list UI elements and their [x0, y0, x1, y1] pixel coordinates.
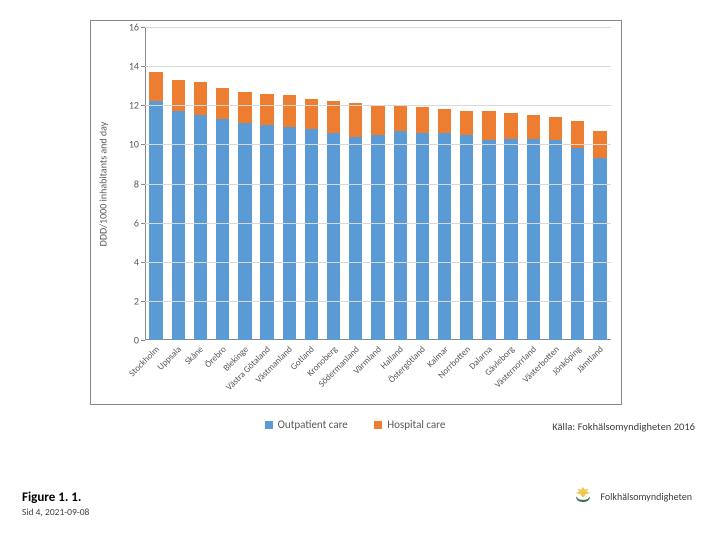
gridline	[145, 27, 611, 28]
bar-segment-hospital	[438, 109, 451, 132]
bar-segment-hospital	[549, 117, 562, 140]
source-note: Källa: Fokhälsomyndigheten 2016	[552, 420, 695, 433]
bar-segment-outpatient	[327, 133, 340, 340]
bar-segment-hospital	[194, 82, 207, 115]
gridline	[145, 144, 611, 145]
bar-segment-hospital	[349, 103, 362, 136]
y-tick-label: 12	[129, 99, 139, 112]
bar-segment-outpatient	[527, 139, 540, 340]
bar-segment-outpatient	[149, 101, 162, 340]
agency-name: Folkhälsomyndigheten	[600, 490, 692, 503]
bar-segment-outpatient	[549, 140, 562, 340]
bar-segment-hospital	[527, 115, 540, 138]
bar-segment-hospital	[172, 80, 185, 111]
figure-subline: Sid 4, 2021-09-08	[22, 506, 89, 518]
y-tick-mark	[141, 223, 145, 224]
legend-label-hospital: Hospital care	[387, 418, 445, 431]
y-axis-title: DDD/1000 inhabitants and day	[97, 121, 110, 246]
agency-logo: Folkhälsomyndigheten	[572, 485, 692, 507]
legend-swatch-outpatient	[265, 421, 273, 429]
bar-segment-outpatient	[593, 158, 606, 340]
bar-segment-outpatient	[371, 135, 384, 340]
y-tick-mark	[141, 301, 145, 302]
legend-swatch-hospital	[374, 421, 382, 429]
x-tick-label: Uppsala	[155, 344, 184, 373]
y-tick-label: 4	[134, 255, 139, 268]
y-tick-mark	[141, 144, 145, 145]
bar-segment-outpatient	[349, 137, 362, 340]
bar-segment-hospital	[216, 88, 229, 119]
y-tick-label: 8	[134, 177, 139, 190]
bar-segment-outpatient	[260, 125, 273, 340]
y-tick-label: 6	[134, 216, 139, 229]
figure-label: Figure 1. 1.	[22, 490, 81, 505]
bar-segment-hospital	[260, 94, 273, 125]
y-tick-label: 14	[129, 60, 139, 73]
gridline	[145, 184, 611, 185]
y-tick-label: 2	[134, 294, 139, 307]
gridline	[145, 105, 611, 106]
y-tick-label: 10	[129, 138, 139, 151]
bar-segment-outpatient	[394, 131, 407, 340]
y-tick-mark	[141, 340, 145, 341]
bar-segment-hospital	[460, 111, 473, 134]
y-tick-mark	[141, 27, 145, 28]
y-tick-label: 0	[134, 334, 139, 347]
bar-segment-outpatient	[216, 119, 229, 340]
bar-segment-hospital	[149, 72, 162, 101]
bar-segment-hospital	[394, 105, 407, 130]
bar-segment-outpatient	[238, 123, 251, 340]
bar-segment-hospital	[283, 95, 296, 126]
bar-segment-outpatient	[194, 115, 207, 340]
bar-segment-outpatient	[571, 148, 584, 340]
bar-segment-hospital	[305, 99, 318, 128]
gridline	[145, 223, 611, 224]
legend-label-outpatient: Outpatient care	[278, 418, 348, 431]
agency-crest-icon	[572, 485, 594, 507]
bar-segment-hospital	[371, 105, 384, 134]
bar-segment-hospital	[482, 111, 495, 140]
y-tick-mark	[141, 105, 145, 106]
bar-segment-hospital	[416, 107, 429, 132]
y-tick-mark	[141, 66, 145, 67]
bar-segment-outpatient	[416, 133, 429, 340]
bar-segment-hospital	[504, 113, 517, 138]
gridline	[145, 66, 611, 67]
bar-segment-outpatient	[460, 135, 473, 340]
legend-item-hospital: Hospital care	[374, 418, 445, 431]
x-tick-label: Skåne	[183, 344, 206, 367]
y-tick-label: 16	[129, 21, 139, 34]
bar-segment-outpatient	[438, 133, 451, 340]
bar-segment-outpatient	[482, 140, 495, 340]
chart-container: DDD/1000 inhabitants and day 0 2 4 6 8 10 12 14…	[90, 20, 622, 405]
bar-segment-outpatient	[305, 129, 318, 340]
legend: Outpatient care Hospital care	[90, 418, 620, 432]
legend-item-outpatient: Outpatient care	[265, 418, 348, 431]
y-tick-mark	[141, 262, 145, 263]
plot-area: DDD/1000 inhabitants and day 02468101214…	[145, 27, 611, 340]
bar-segment-outpatient	[504, 139, 517, 340]
gridline	[145, 262, 611, 263]
bar-segment-outpatient	[283, 127, 296, 340]
bar-segment-outpatient	[172, 111, 185, 340]
gridline	[145, 301, 611, 302]
bar-segment-hospital	[238, 92, 251, 123]
y-tick-mark	[141, 184, 145, 185]
